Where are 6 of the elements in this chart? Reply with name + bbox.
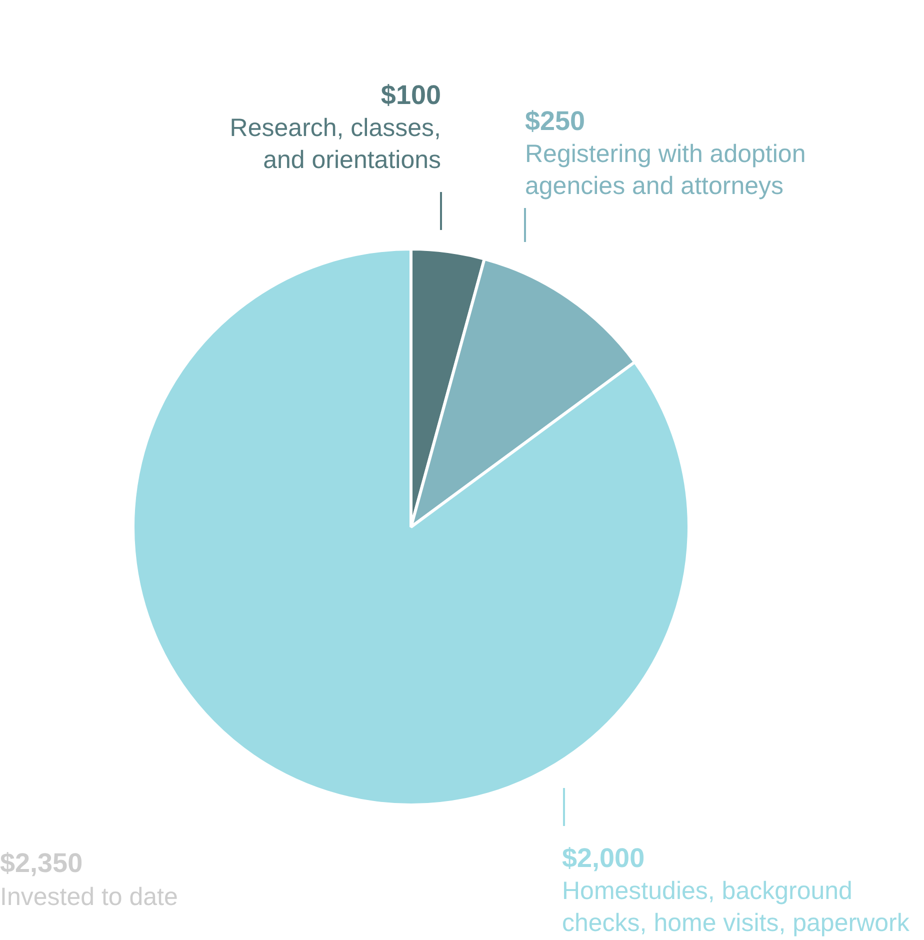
- data-label: $100: [380, 80, 441, 110]
- slice-label: Research, classes, and orientations: [230, 114, 441, 174]
- data-label: $2,000: [562, 843, 645, 873]
- data-label: $250: [525, 106, 586, 136]
- slice-label: Homestudies, background checks, home visits, paperwork: [562, 877, 910, 937]
- slice-label: Registering with adoption agencies and attorneys: [525, 140, 806, 200]
